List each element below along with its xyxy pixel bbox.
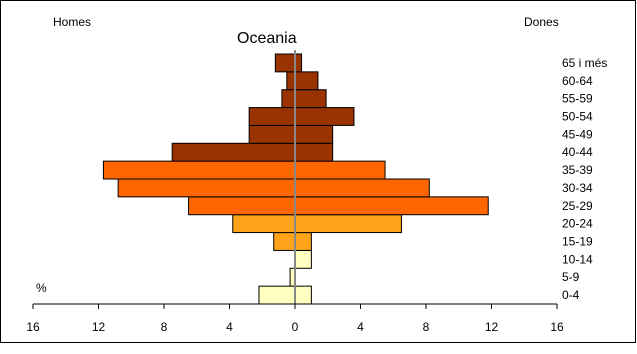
bar-dones-30-34 bbox=[294, 178, 430, 198]
x-tick-label: 16 bbox=[26, 320, 40, 334]
unit-label: % bbox=[36, 281, 47, 295]
bar-homes-20-24 bbox=[232, 214, 296, 234]
bar-dones-15-19 bbox=[294, 232, 312, 251]
x-tick-label: 4 bbox=[226, 320, 233, 334]
age-label: 30-34 bbox=[562, 181, 593, 195]
age-label: 15-19 bbox=[562, 235, 593, 249]
bar-homes-65-i-més bbox=[274, 53, 296, 73]
bar-homes-25-29 bbox=[188, 196, 296, 216]
age-label: 35-39 bbox=[562, 163, 593, 177]
x-tick-label: 12 bbox=[92, 320, 106, 334]
bar-dones-45-49 bbox=[294, 124, 334, 144]
age-label: 65 i més bbox=[562, 56, 607, 70]
x-tick-label: 16 bbox=[550, 320, 564, 334]
age-label: 25-29 bbox=[562, 199, 593, 213]
bar-homes-50-54 bbox=[248, 107, 296, 126]
bar-dones-40-44 bbox=[294, 142, 334, 162]
age-label: 0-4 bbox=[562, 288, 580, 302]
bar-homes-60-64 bbox=[286, 71, 296, 91]
age-label: 50-54 bbox=[562, 110, 593, 124]
x-tick-label: 8 bbox=[161, 320, 168, 334]
bar-dones-25-29 bbox=[294, 196, 489, 216]
x-axis: 16 12 8 4 0 4 8 12 16 bbox=[26, 303, 564, 334]
bar-homes-0-4 bbox=[258, 285, 296, 305]
age-labels-group: 0-4 5-9 10-14 15-19 20-24 25-29 30-34 35-39 40-4… bbox=[562, 56, 607, 302]
left-side-label: Homes bbox=[53, 15, 91, 29]
bar-dones-20-24 bbox=[294, 214, 402, 234]
bar-homes-55-59 bbox=[281, 89, 296, 109]
bar-dones-55-59 bbox=[294, 89, 327, 109]
bar-homes-15-19 bbox=[273, 232, 296, 251]
age-label: 55-59 bbox=[562, 92, 593, 106]
x-tick-label: 8 bbox=[423, 320, 430, 334]
bar-dones-35-39 bbox=[294, 160, 386, 180]
age-label: 5-9 bbox=[562, 270, 580, 284]
bar-dones-50-54 bbox=[294, 107, 355, 126]
age-label: 20-24 bbox=[562, 217, 593, 231]
bar-homes-40-44 bbox=[171, 142, 296, 162]
bars-group bbox=[102, 50, 489, 305]
x-tick-label: 4 bbox=[357, 320, 364, 334]
bar-homes-45-49 bbox=[248, 124, 296, 144]
bar-dones-10-14 bbox=[294, 249, 312, 269]
x-tick-label: 12 bbox=[485, 320, 499, 334]
age-label: 60-64 bbox=[562, 74, 593, 88]
bar-homes-35-39 bbox=[102, 160, 296, 180]
bar-dones-60-64 bbox=[294, 71, 319, 91]
x-tick-label: 0 bbox=[292, 320, 299, 334]
chart-title: Oceania bbox=[237, 30, 297, 47]
age-label: 45-49 bbox=[562, 127, 593, 141]
right-side-label: Dones bbox=[524, 15, 559, 29]
age-label: 10-14 bbox=[562, 252, 593, 266]
age-label: 40-44 bbox=[562, 145, 593, 159]
bar-dones-0-4 bbox=[294, 285, 312, 305]
bar-homes-30-34 bbox=[117, 178, 296, 198]
